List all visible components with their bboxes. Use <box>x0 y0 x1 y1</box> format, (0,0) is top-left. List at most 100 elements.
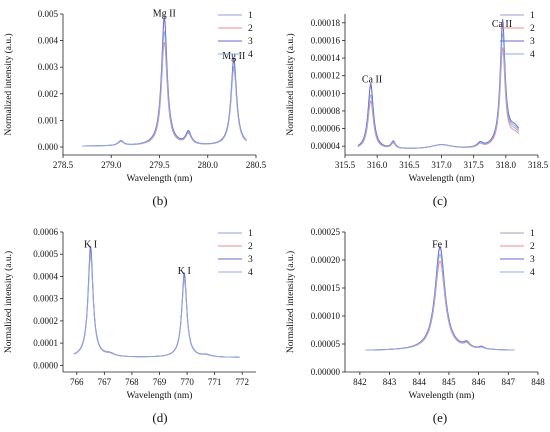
series-line-4 <box>73 252 240 358</box>
y-axis-label: Normalized intensity (a.u.) <box>285 33 296 135</box>
legend-label: 3 <box>530 255 535 265</box>
panel-label: (c) <box>433 193 447 208</box>
x-tick-label: 770 <box>180 377 194 387</box>
series-line-1 <box>82 15 247 147</box>
x-tick-label: 844 <box>412 377 426 387</box>
legend-label: 2 <box>248 242 253 252</box>
legend-label: 2 <box>530 242 535 252</box>
series-line-3 <box>73 246 240 358</box>
peak-annotation: K I <box>178 266 191 277</box>
legend-label: 1 <box>248 229 253 239</box>
y-tick-label: 0.0000 <box>33 360 58 370</box>
x-tick-label: 280.0 <box>198 160 219 170</box>
y-tick-label: 0.00005 <box>311 339 341 349</box>
y-tick-label: 0.00000 <box>311 367 341 377</box>
y-tick-label: 0.00010 <box>311 311 341 321</box>
x-tick-label: 766 <box>70 377 84 387</box>
y-tick-label: 0.001 <box>38 115 58 125</box>
panel-label: (d) <box>152 410 167 425</box>
peak-annotation: Ca II <box>362 75 382 86</box>
y-tick-label: 0.0002 <box>33 316 58 326</box>
series-line-3 <box>82 17 247 147</box>
x-tick-label: 279.5 <box>149 160 170 170</box>
x-axis-label: Wavelength (nm) <box>409 173 475 184</box>
x-tick-label: 842 <box>353 377 367 387</box>
series-line-4 <box>357 33 520 149</box>
peak-annotation: K I <box>84 240 97 251</box>
legend-label: 2 <box>530 24 535 34</box>
series-line-4 <box>82 31 247 147</box>
x-tick-label: 316.5 <box>399 160 420 170</box>
series-line-2 <box>73 255 240 358</box>
x-tick-label: 315.5 <box>335 160 356 170</box>
y-tick-label: 0.0006 <box>33 227 58 237</box>
legend-label: 4 <box>248 50 253 60</box>
x-tick-label: 846 <box>472 377 486 387</box>
series-line-3 <box>365 245 515 351</box>
panel-label: (e) <box>433 410 447 425</box>
y-tick-label: 0.00015 <box>311 283 341 293</box>
legend-label: 1 <box>248 11 253 21</box>
legend: 1 2 3 4 <box>500 229 535 278</box>
x-tick-label: 317.5 <box>464 160 485 170</box>
y-tick-label: 0.00016 <box>311 35 341 45</box>
legend: 1 2 3 4 <box>218 11 253 60</box>
legend-label: 3 <box>530 37 535 47</box>
legend-label: 4 <box>530 50 535 60</box>
y-axis-label: Normalized intensity (a.u.) <box>285 251 296 353</box>
x-tick-label: 280.5 <box>246 160 267 170</box>
series-line-1 <box>365 247 515 351</box>
legend: 1 2 3 4 <box>218 229 253 278</box>
legend: 1 2 3 4 <box>500 11 535 60</box>
y-axis-label: Normalized intensity (a.u.) <box>3 251 14 353</box>
legend-label: 3 <box>248 37 253 47</box>
x-axis-label: Wavelength (nm) <box>127 173 193 184</box>
y-tick-label: 0.0005 <box>33 249 58 259</box>
series-line-1 <box>357 24 520 149</box>
y-tick-label: 0.00004 <box>311 141 341 151</box>
series-line-4 <box>365 253 515 351</box>
y-axis-label: Normalized intensity (a.u.) <box>3 33 14 135</box>
peak-annotation: Fe I <box>432 240 448 251</box>
peak-annotation: Mg II <box>222 51 245 62</box>
x-tick-label: 318.5 <box>528 160 549 170</box>
x-axis-label: Wavelength (nm) <box>127 390 193 401</box>
y-tick-label: 0.0001 <box>33 338 58 348</box>
x-tick-label: 317.0 <box>431 160 452 170</box>
legend-label: 1 <box>530 11 535 21</box>
y-tick-label: 0.002 <box>38 89 58 99</box>
x-tick-label: 772 <box>235 377 249 387</box>
x-axis-label: Wavelength (nm) <box>409 390 475 401</box>
series-line-2 <box>365 260 515 351</box>
y-tick-label: 0.0004 <box>33 271 58 281</box>
y-tick-label: 0.00008 <box>311 106 341 116</box>
chart-panel-3: 766 767 768 769 770 771 772 0.0000 0.0001 0.0002 0… <box>3 227 256 425</box>
y-tick-label: 0.00025 <box>311 227 341 237</box>
x-tick-label: 279.0 <box>101 160 122 170</box>
y-tick-label: 0.003 <box>38 62 59 72</box>
legend-label: 2 <box>248 24 253 34</box>
x-tick-label: 768 <box>125 377 139 387</box>
x-tick-label: 848 <box>531 377 545 387</box>
x-tick-label: 278.5 <box>53 160 74 170</box>
y-tick-label: 0.00006 <box>311 124 341 134</box>
x-tick-label: 843 <box>383 377 397 387</box>
x-tick-label: 845 <box>442 377 456 387</box>
y-tick-label: 0.00010 <box>311 88 341 98</box>
x-tick-label: 769 <box>153 377 167 387</box>
x-tick-label: 767 <box>98 377 112 387</box>
chart-panel-2: 315.5 316.0 316.5 317.0 317.5 318.0 318.5 0.000… <box>285 11 549 208</box>
peak-annotation: Ca II <box>492 19 512 30</box>
y-tick-label: 0.00020 <box>311 255 341 265</box>
peak-annotation: Mg II <box>153 9 176 20</box>
series-line-1 <box>73 248 240 358</box>
chart-panel-1: 278.5 279.0 279.5 280.0 280.5 0.000 0.001 0.002… <box>3 9 267 208</box>
y-tick-label: 0.00012 <box>311 71 340 81</box>
y-tick-label: 0.00018 <box>311 18 341 28</box>
y-tick-label: 0.005 <box>38 9 59 19</box>
x-tick-label: 847 <box>502 377 516 387</box>
legend-label: 4 <box>530 268 535 278</box>
legend-label: 3 <box>248 255 253 265</box>
chart-panel-4: 842 843 844 845 846 847 848 0.00000 0.00005 0.000… <box>285 227 545 425</box>
